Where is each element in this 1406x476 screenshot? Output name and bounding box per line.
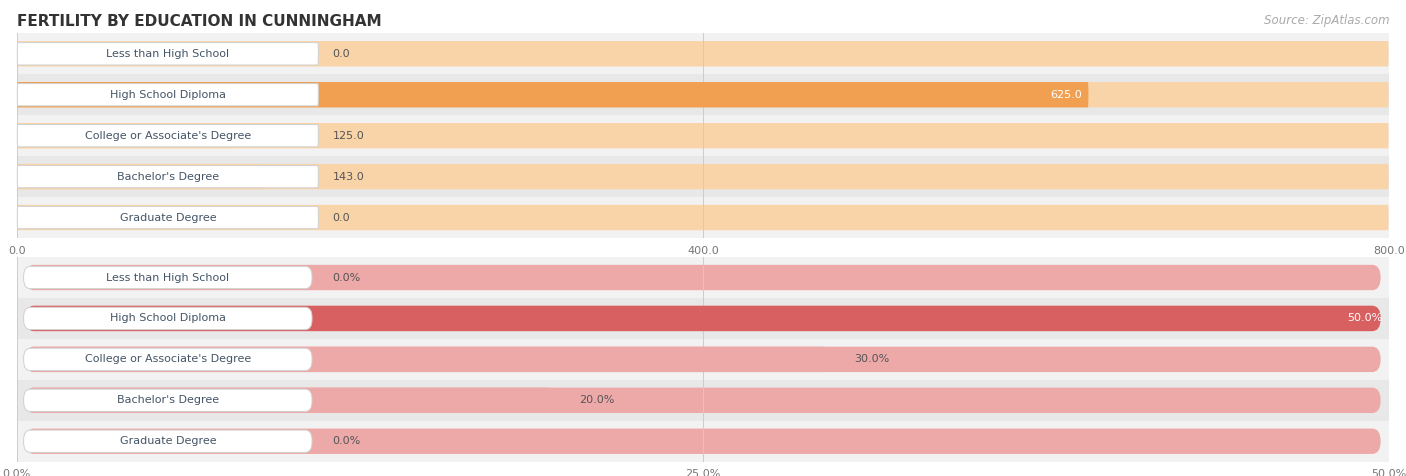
- Text: Graduate Degree: Graduate Degree: [120, 436, 217, 446]
- Text: 0.0: 0.0: [332, 212, 350, 223]
- FancyBboxPatch shape: [25, 428, 1381, 454]
- FancyBboxPatch shape: [17, 123, 1389, 149]
- Bar: [17, 339, 1389, 380]
- Bar: [17, 115, 1389, 156]
- Text: High School Diploma: High School Diploma: [110, 313, 226, 324]
- Text: 0.0%: 0.0%: [332, 436, 361, 446]
- Text: Bachelor's Degree: Bachelor's Degree: [117, 395, 219, 406]
- FancyBboxPatch shape: [25, 265, 1381, 290]
- FancyBboxPatch shape: [24, 267, 312, 288]
- Bar: [17, 298, 1389, 339]
- FancyBboxPatch shape: [17, 164, 1389, 189]
- FancyBboxPatch shape: [17, 41, 1389, 67]
- Text: 0.0: 0.0: [332, 49, 350, 59]
- FancyBboxPatch shape: [17, 84, 318, 106]
- FancyBboxPatch shape: [25, 347, 1381, 372]
- Text: 0.0%: 0.0%: [332, 272, 361, 283]
- Bar: [17, 197, 1389, 238]
- FancyBboxPatch shape: [17, 205, 1389, 230]
- Text: 50.0%: 50.0%: [1347, 313, 1382, 324]
- FancyBboxPatch shape: [25, 306, 1381, 331]
- Bar: [17, 421, 1389, 462]
- FancyBboxPatch shape: [17, 123, 231, 149]
- FancyBboxPatch shape: [17, 43, 318, 65]
- FancyBboxPatch shape: [17, 125, 318, 147]
- Text: Graduate Degree: Graduate Degree: [120, 212, 217, 223]
- Bar: [17, 156, 1389, 197]
- FancyBboxPatch shape: [17, 82, 1088, 108]
- Text: Bachelor's Degree: Bachelor's Degree: [117, 171, 219, 182]
- Text: 625.0: 625.0: [1050, 89, 1083, 100]
- FancyBboxPatch shape: [24, 348, 312, 370]
- Text: FERTILITY BY EDUCATION IN CUNNINGHAM: FERTILITY BY EDUCATION IN CUNNINGHAM: [17, 14, 381, 30]
- FancyBboxPatch shape: [17, 166, 318, 188]
- Text: 30.0%: 30.0%: [853, 354, 889, 365]
- Bar: [17, 380, 1389, 421]
- Text: Less than High School: Less than High School: [107, 272, 229, 283]
- Bar: [17, 74, 1389, 115]
- Text: Source: ZipAtlas.com: Source: ZipAtlas.com: [1264, 14, 1389, 27]
- Text: Less than High School: Less than High School: [107, 49, 229, 59]
- FancyBboxPatch shape: [17, 207, 318, 228]
- FancyBboxPatch shape: [25, 387, 557, 413]
- Text: High School Diploma: High School Diploma: [110, 89, 226, 100]
- Text: 20.0%: 20.0%: [579, 395, 614, 406]
- FancyBboxPatch shape: [25, 347, 832, 372]
- Text: 125.0: 125.0: [332, 130, 364, 141]
- FancyBboxPatch shape: [17, 164, 262, 189]
- Bar: [17, 257, 1389, 298]
- FancyBboxPatch shape: [24, 307, 312, 329]
- Bar: [17, 33, 1389, 74]
- FancyBboxPatch shape: [17, 82, 1389, 108]
- FancyBboxPatch shape: [24, 389, 312, 411]
- FancyBboxPatch shape: [24, 430, 312, 452]
- Text: College or Associate's Degree: College or Associate's Degree: [84, 354, 250, 365]
- FancyBboxPatch shape: [25, 306, 1381, 331]
- Text: College or Associate's Degree: College or Associate's Degree: [84, 130, 250, 141]
- Text: 143.0: 143.0: [332, 171, 364, 182]
- FancyBboxPatch shape: [25, 387, 1381, 413]
